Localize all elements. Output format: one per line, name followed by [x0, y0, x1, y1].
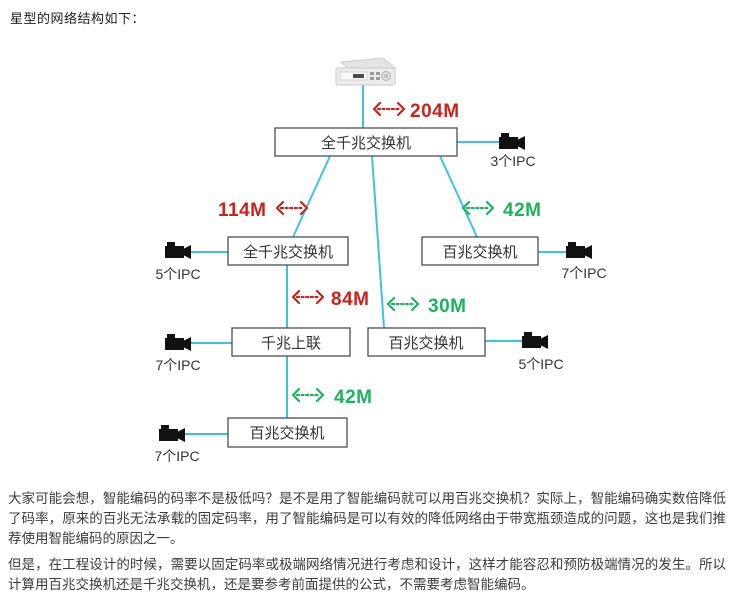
ipc-camera-icon: [165, 334, 191, 351]
ipc-camera-icon: [159, 425, 185, 442]
double-arrow-icon: [291, 289, 325, 305]
ipc-camera-icon: [522, 332, 548, 349]
node-mid-right-switch-label: 百兆交换机: [388, 334, 463, 352]
link-top-midright: [371, 155, 385, 329]
node-top-switch-label: 全千兆交换机: [321, 134, 411, 152]
ipc-count-right1: 7个IPC: [561, 265, 606, 281]
bandwidth-84: 84M: [291, 289, 369, 310]
ipc-count-right2: 5个IPC: [518, 356, 563, 372]
node-left-switch-label: 全千兆交换机: [243, 243, 333, 261]
paragraph-engineering-design: 但是，在工程设计的时候，需要以固定码率或极端网络情况进行考虑和设计，这样才能容忍…: [8, 557, 726, 592]
ipc-count-left1: 5个IPC: [155, 266, 200, 282]
svg-text:30M: 30M: [428, 296, 466, 317]
bandwidth-42-bottom: 42M: [291, 387, 372, 408]
double-arrow-icon: [461, 200, 495, 216]
ipc-count-bottom: 7个IPC: [154, 448, 199, 464]
page-title: 星型的网络结构如下：: [10, 11, 146, 26]
link-top-right: [439, 155, 478, 238]
double-arrow-icon: [386, 296, 420, 312]
svg-text:42M: 42M: [334, 387, 372, 408]
link-top-left: [292, 155, 331, 238]
svg-text:84M: 84M: [331, 289, 369, 310]
double-arrow-icon: [372, 101, 406, 117]
nvr-icon: [335, 57, 397, 86]
ipc-count-top: 3个IPC: [490, 153, 535, 169]
node-left-switch: 全千兆交换机: [227, 236, 349, 266]
ipc-camera-icon: [566, 242, 592, 259]
node-right-switch: 百兆交换机: [421, 236, 539, 266]
svg-text:114M: 114M: [218, 200, 266, 221]
svg-text:42M: 42M: [503, 200, 541, 221]
body-text: 大家可能会想，智能编码的码率不是极低吗？是不是用了智能编码就可以用百兆交换机？实…: [8, 489, 726, 601]
node-uplink-switch-label: 千兆上联: [261, 335, 321, 352]
double-arrow-icon: [275, 200, 309, 216]
bandwidth-114: 114M: [218, 200, 309, 221]
ipc-camera-icon: [165, 242, 191, 259]
node-bottom-switch: 百兆交换机: [227, 417, 348, 448]
node-bottom-switch-label: 百兆交换机: [249, 424, 324, 442]
paragraph-smart-encoding: 大家可能会想，智能编码的码率不是极低吗？是不是用了智能编码就可以用百兆交换机？实…: [8, 491, 726, 546]
node-uplink-switch: 千兆上联: [231, 327, 351, 357]
double-arrow-icon: [291, 387, 325, 403]
bandwidth-204: 204M: [372, 101, 460, 122]
node-right-switch-label: 百兆交换机: [442, 243, 517, 261]
svg-text:204M: 204M: [410, 101, 460, 122]
bandwidth-42-right: 42M: [461, 200, 541, 221]
ipc-camera-icon: [499, 133, 525, 150]
ipc-count-left2: 7个IPC: [155, 357, 200, 373]
bandwidth-30: 30M: [386, 296, 466, 317]
node-top-switch: 全千兆交换机: [274, 127, 458, 157]
node-mid-right-switch: 百兆交换机: [367, 327, 486, 357]
link-lines: [184, 85, 566, 435]
